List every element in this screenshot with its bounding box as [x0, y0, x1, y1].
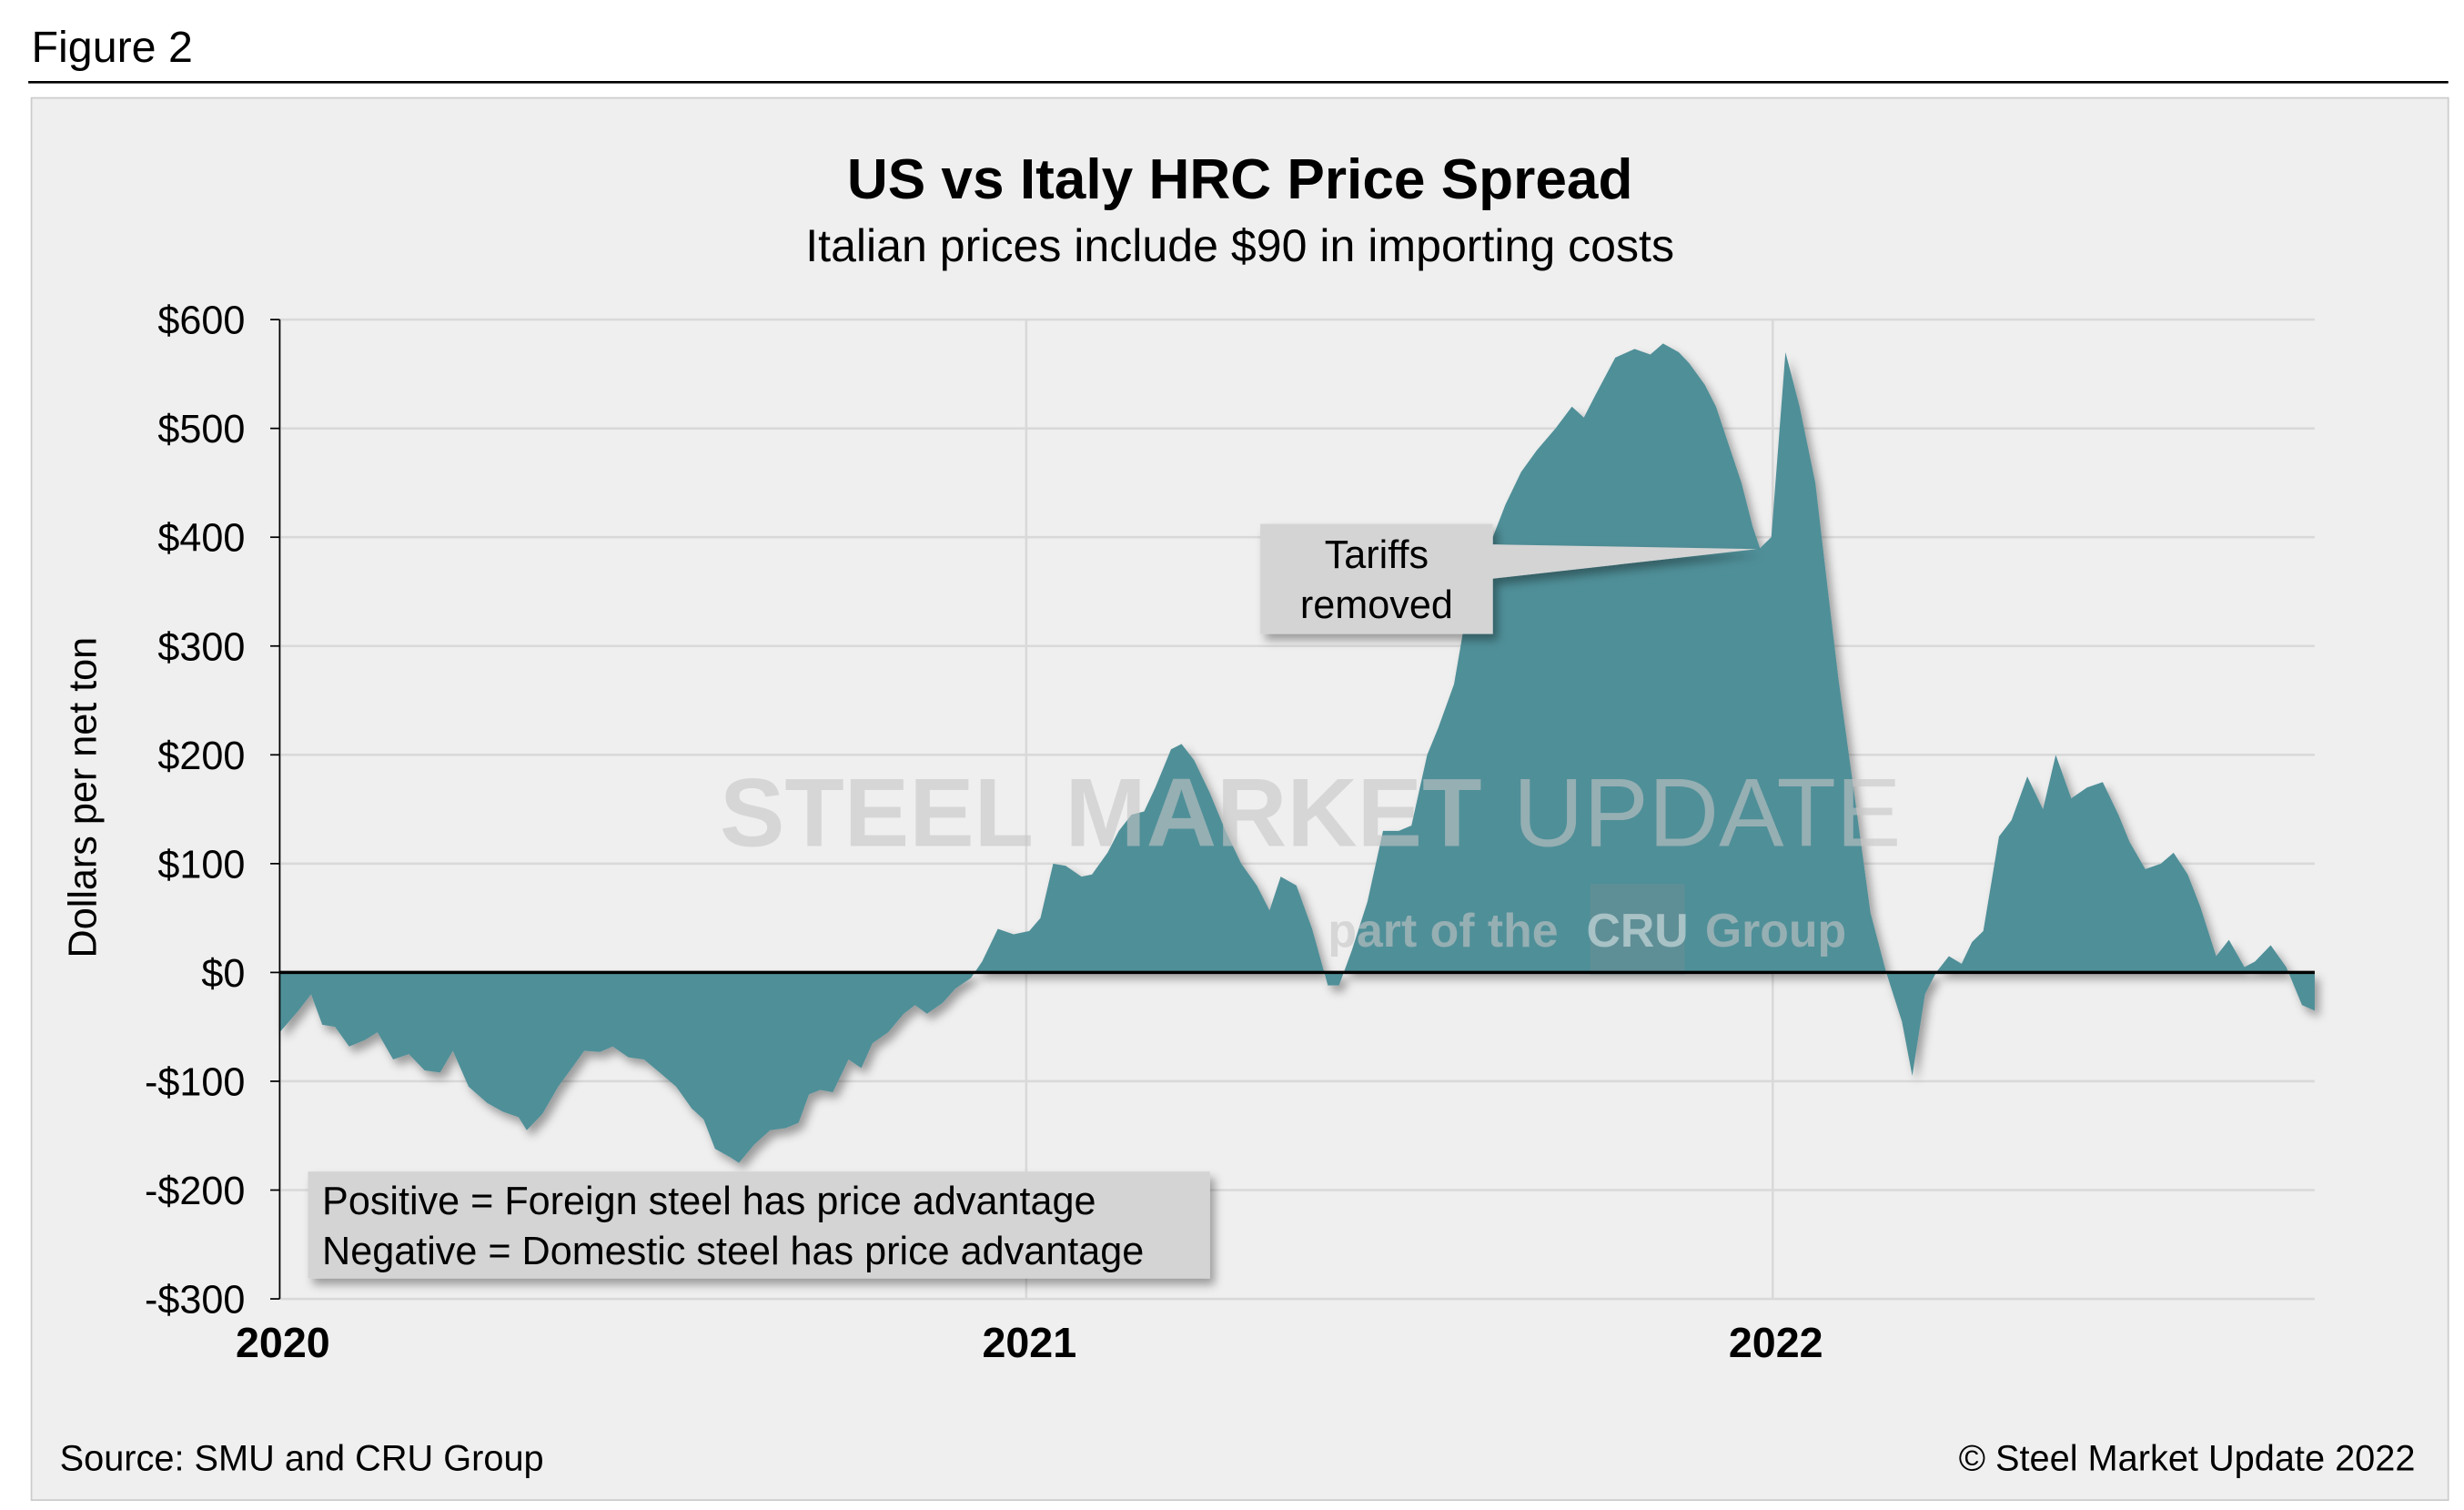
- watermark-steel: STEEL: [720, 758, 1034, 867]
- x-tick-label: 2022: [1729, 1319, 1823, 1366]
- svg-text:part of the: part of the: [1328, 904, 1558, 957]
- tariffs-callout: [1260, 523, 1757, 634]
- y-tick-labels: $600 $500 $400 $300 $200 $100 $0 -$100 -$200 -$30…: [145, 299, 280, 1323]
- watermark-update: UPDATE: [1513, 758, 1901, 867]
- x-tick-label: 2020: [236, 1319, 330, 1366]
- watermark-part-of: part of the: [1328, 904, 1558, 957]
- y-tick-label: $300: [157, 625, 245, 669]
- x-tick-labels: 2020 2021 2022: [236, 1319, 1823, 1366]
- watermark-cru: CRU: [1586, 904, 1688, 957]
- legend-line1: Positive = Foreign steel has price advan…: [322, 1180, 1096, 1223]
- copyright-text: © Steel Market Update 2022: [1959, 1438, 2416, 1478]
- chart-title: US vs Italy HRC Price Spread: [847, 148, 1633, 211]
- figure-label: Figure 2: [32, 23, 193, 72]
- y-tick-label: -$300: [145, 1279, 245, 1323]
- legend-line2: Negative = Domestic steel has price adva…: [322, 1230, 1144, 1273]
- y-tick-label: $0: [201, 952, 245, 996]
- y-tick-label: $600: [157, 299, 245, 343]
- chart-subtitle: Italian prices include $90 in importing …: [805, 220, 1674, 271]
- tariffs-callout-line2: removed: [1300, 583, 1453, 627]
- y-tick-label: -$200: [145, 1170, 245, 1213]
- y-tick-label: $400: [157, 517, 245, 561]
- area-layer: [279, 343, 2315, 1163]
- source-text: Source: SMU and CRU Group: [60, 1438, 544, 1478]
- y-tick-label: $500: [157, 408, 245, 451]
- watermark-group: Group: [1705, 904, 1846, 957]
- y-tick-label: $200: [157, 735, 245, 778]
- y-tick-label: $100: [157, 843, 245, 887]
- legend-box: [308, 1171, 1210, 1279]
- watermark: STEEL MARKET UPDATE part of the CRU Group: [720, 665, 1901, 976]
- watermark-cru-box: [1590, 884, 1685, 976]
- tariffs-callout-line1: Tariffs: [1325, 533, 1429, 577]
- spread-area: [279, 343, 2315, 1163]
- y-axis-label: Dollars per net ton: [61, 637, 105, 958]
- x-tick-label: 2021: [982, 1319, 1076, 1366]
- y-tick-label: -$100: [145, 1061, 245, 1105]
- watermark-market: MARKET: [1065, 758, 1482, 867]
